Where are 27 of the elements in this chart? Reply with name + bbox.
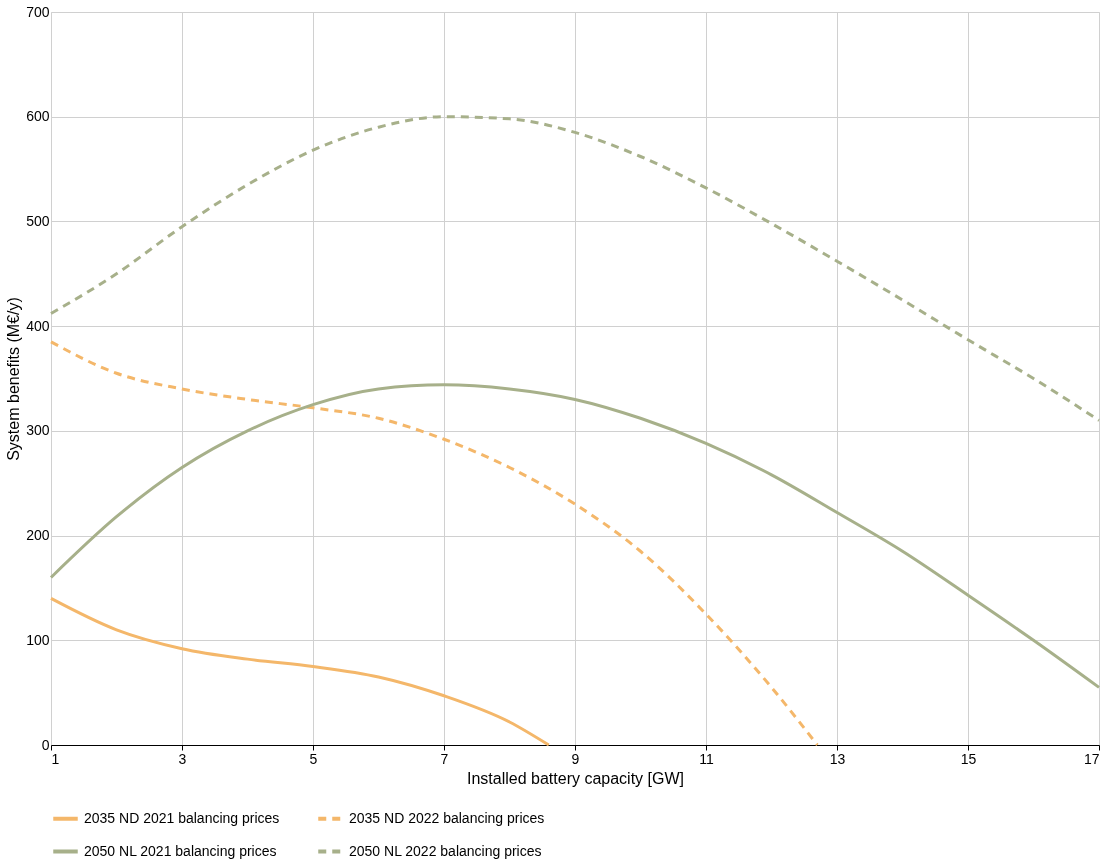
x-tick-label: 5	[309, 750, 318, 767]
legend-label: 2035 ND 2021 balancing prices	[84, 809, 280, 826]
y-tick-label: 0	[41, 736, 50, 753]
x-tick-label: 9	[571, 750, 580, 767]
y-tick-label: 700	[26, 3, 50, 20]
legend-label: 2050 NL 2022 balancing prices	[349, 842, 542, 859]
legend-label: 2050 NL 2021 balancing prices	[84, 842, 277, 859]
y-tick-label: 400	[26, 317, 50, 334]
line-series	[49, 596, 551, 747]
legend-label: 2035 ND 2022 balancing prices	[349, 809, 545, 826]
y-tick-label: 600	[26, 108, 50, 125]
y-tick-label: 500	[26, 212, 50, 229]
x-tick-label: 3	[178, 750, 187, 767]
x-axis-title: Installed battery capacity [GW]	[467, 769, 684, 787]
x-tick-label: 17	[1083, 750, 1100, 767]
y-tick-label: 200	[26, 527, 50, 544]
line-series	[49, 115, 1101, 422]
x-tick-label: 1	[51, 750, 60, 767]
x-tick-label: 7	[440, 750, 449, 767]
y-tick-label: 100	[26, 631, 50, 648]
line-series	[49, 340, 819, 747]
y-axis-title: System benefits (M€/y)	[5, 297, 23, 461]
x-tick-label: 15	[960, 750, 977, 767]
line-series	[49, 383, 1101, 689]
x-tick-label: 11	[699, 750, 714, 767]
x-tick-label: 13	[829, 750, 846, 767]
y-tick-label: 300	[26, 422, 50, 439]
